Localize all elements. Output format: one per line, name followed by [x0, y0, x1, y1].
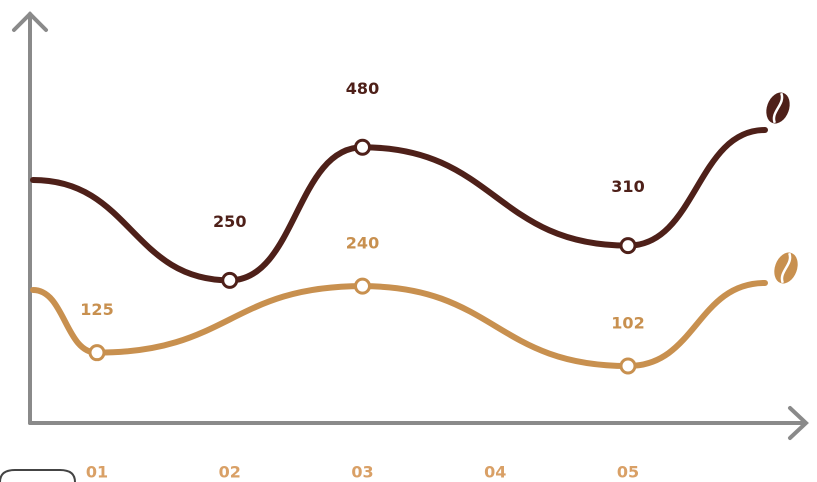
axes [12, 11, 809, 440]
data-point [221, 271, 239, 289]
data-label: 240 [346, 234, 379, 253]
data-point [88, 344, 106, 362]
data-point [619, 237, 637, 255]
x-axis-arrow [788, 406, 809, 440]
series-line [30, 280, 768, 369]
data-label: 310 [611, 177, 644, 196]
coffee-bean-icon [766, 92, 790, 124]
series-line [30, 127, 768, 284]
decor-frame [0, 469, 76, 482]
coffee-bean-icon [774, 252, 798, 284]
data-label: 480 [346, 79, 379, 98]
data-point [354, 277, 371, 295]
data-label: 250 [213, 212, 246, 231]
data-point [619, 357, 637, 375]
y-axis-arrow [12, 11, 48, 32]
x-tick-label: 04 [484, 463, 506, 482]
x-tick-label: 03 [351, 463, 373, 482]
x-tick-label: 05 [617, 463, 639, 482]
data-label: 102 [611, 313, 644, 332]
x-tick-label: 01 [86, 463, 108, 482]
x-tick-label: 02 [219, 463, 241, 482]
data-point [354, 138, 371, 156]
data-label: 125 [80, 300, 113, 319]
